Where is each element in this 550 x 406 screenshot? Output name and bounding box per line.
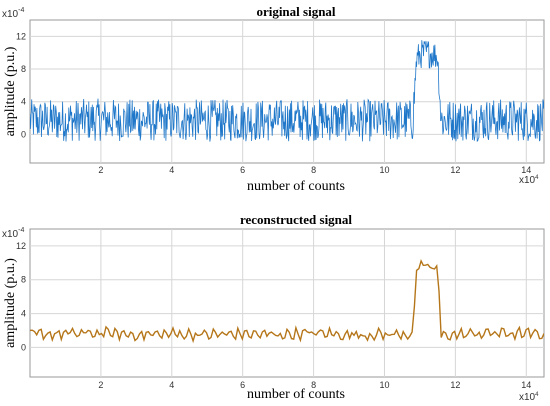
x-tick-label: 6 <box>240 380 245 390</box>
x-multiplier: x104 <box>519 392 539 403</box>
x-tick-label: 14 <box>521 165 531 175</box>
chart-0: 2 4 6 8 10 12 14 0 4 8 12 x10-4 x104 original signal n… <box>2 4 545 194</box>
y-tick-label: 4 <box>21 309 26 319</box>
series-line <box>30 258 544 344</box>
y-multiplier: x10-4 <box>2 7 24 20</box>
chart-title: original signal <box>256 4 335 19</box>
plot-area <box>29 19 545 164</box>
x-tick-label: 4 <box>169 380 174 390</box>
x-tick-label: 6 <box>240 165 245 175</box>
x-tick-label: 2 <box>98 380 103 390</box>
x-tick-label: 4 <box>169 165 174 175</box>
y-tick-label: 4 <box>21 97 26 107</box>
x-axis-label: number of counts <box>247 387 345 402</box>
x-tick-label: 8 <box>311 380 316 390</box>
x-tick-label: 8 <box>311 165 316 175</box>
y-multiplier: x10-4 <box>2 227 24 240</box>
x-multiplier: x104 <box>519 175 539 186</box>
x-tick-label: 14 <box>521 380 531 390</box>
x-tick-label: 2 <box>98 165 103 175</box>
x-tick-label: 12 <box>450 165 460 175</box>
plot-area <box>29 228 545 378</box>
x-axis-label: number of counts <box>247 179 345 194</box>
y-tick-label: 8 <box>21 64 26 74</box>
y-tick-label: 12 <box>16 241 26 251</box>
y-axis-label: amplitude (p.u.) <box>3 258 18 348</box>
y-tick-label: 8 <box>21 275 26 285</box>
x-tick-label: 12 <box>450 380 460 390</box>
y-tick-label: 0 <box>21 129 26 139</box>
x-tick-label: 10 <box>379 165 389 175</box>
x-tick-label: 10 <box>379 380 389 390</box>
y-tick-label: 0 <box>21 342 26 352</box>
y-tick-label: 12 <box>16 31 26 41</box>
chart-title: reconstructed signal <box>240 212 352 227</box>
series-line <box>30 40 544 143</box>
y-axis-label: amplitude (p.u.) <box>3 46 18 136</box>
